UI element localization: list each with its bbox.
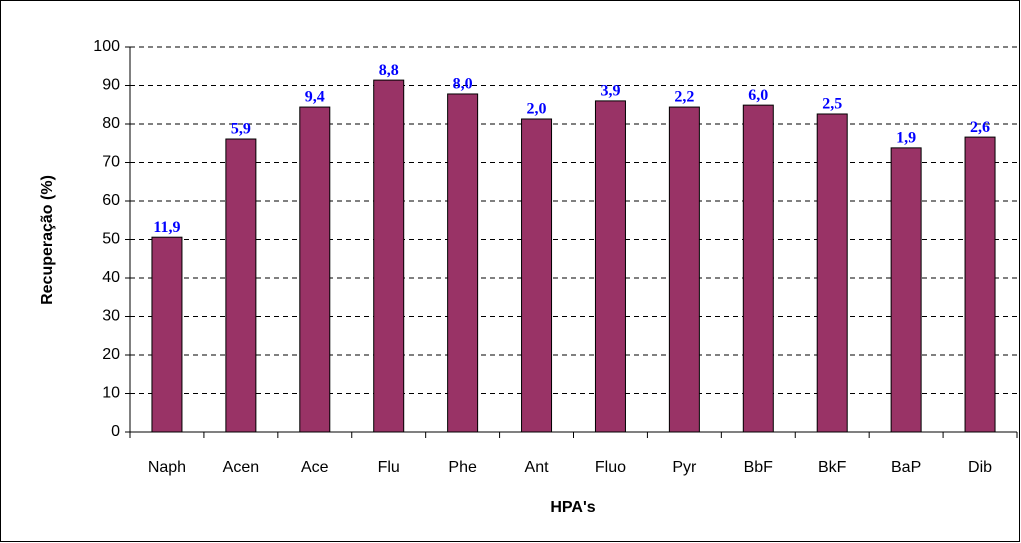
y-tick-label: 90: [102, 77, 120, 94]
x-tick-label: Ace: [301, 459, 329, 476]
x-tick-label: Phe: [448, 459, 477, 476]
x-tick-label: BbF: [744, 459, 774, 476]
y-tick-label: 100: [93, 38, 120, 55]
y-tick-label: 80: [102, 115, 120, 132]
bar-annotation: 9,4: [305, 89, 325, 106]
x-tick-label: Acen: [223, 459, 259, 476]
bar-annotation: 8,8: [379, 62, 399, 79]
bar-annotation: 11,9: [153, 219, 180, 236]
x-tick-label: BkF: [818, 459, 847, 476]
bar: [151, 236, 183, 433]
bar: [890, 147, 922, 433]
bar: [668, 106, 700, 433]
x-tick-label: Flu: [378, 459, 400, 476]
y-tick-label: 10: [102, 385, 120, 402]
y-tick-label: 50: [102, 231, 120, 248]
x-tick-label: BaP: [891, 459, 921, 476]
x-axis-title: HPA's: [550, 499, 595, 516]
bar: [447, 93, 479, 433]
x-tick-label: Ant: [525, 459, 550, 476]
y-tick-label: 20: [102, 346, 120, 363]
bar: [594, 100, 626, 433]
x-tick-label: Dib: [968, 459, 992, 476]
bar-annotation: 6,0: [748, 87, 768, 104]
y-tick-label: 70: [102, 154, 120, 171]
bar-annotation: 3,9: [600, 83, 620, 100]
bar-annotation: 2,6: [970, 119, 990, 136]
bar-annotation: 5,9: [231, 121, 251, 138]
bar-annotation: 1,9: [896, 130, 916, 147]
bar-annotation: 8,0: [453, 76, 473, 93]
bar: [816, 113, 848, 433]
bar: [373, 79, 405, 433]
bar: [299, 106, 331, 433]
y-tick-label: 40: [102, 269, 120, 286]
x-tick-label: Naph: [148, 459, 186, 476]
bar-annotation: 2,2: [674, 89, 694, 106]
bar: [225, 138, 257, 433]
bar: [964, 136, 996, 433]
x-tick-label: Pyr: [672, 459, 697, 476]
y-tick-label: 0: [111, 423, 120, 440]
y-tick-label: 30: [102, 308, 120, 325]
bar-annotation: 2,5: [822, 96, 842, 113]
y-axis-title: Recuperação (%): [39, 175, 56, 305]
bar: [742, 104, 774, 433]
x-tick-label: Fluo: [595, 459, 626, 476]
bar-annotation: 2,0: [527, 101, 547, 118]
y-tick-label: 60: [102, 192, 120, 209]
bar: [521, 118, 553, 433]
